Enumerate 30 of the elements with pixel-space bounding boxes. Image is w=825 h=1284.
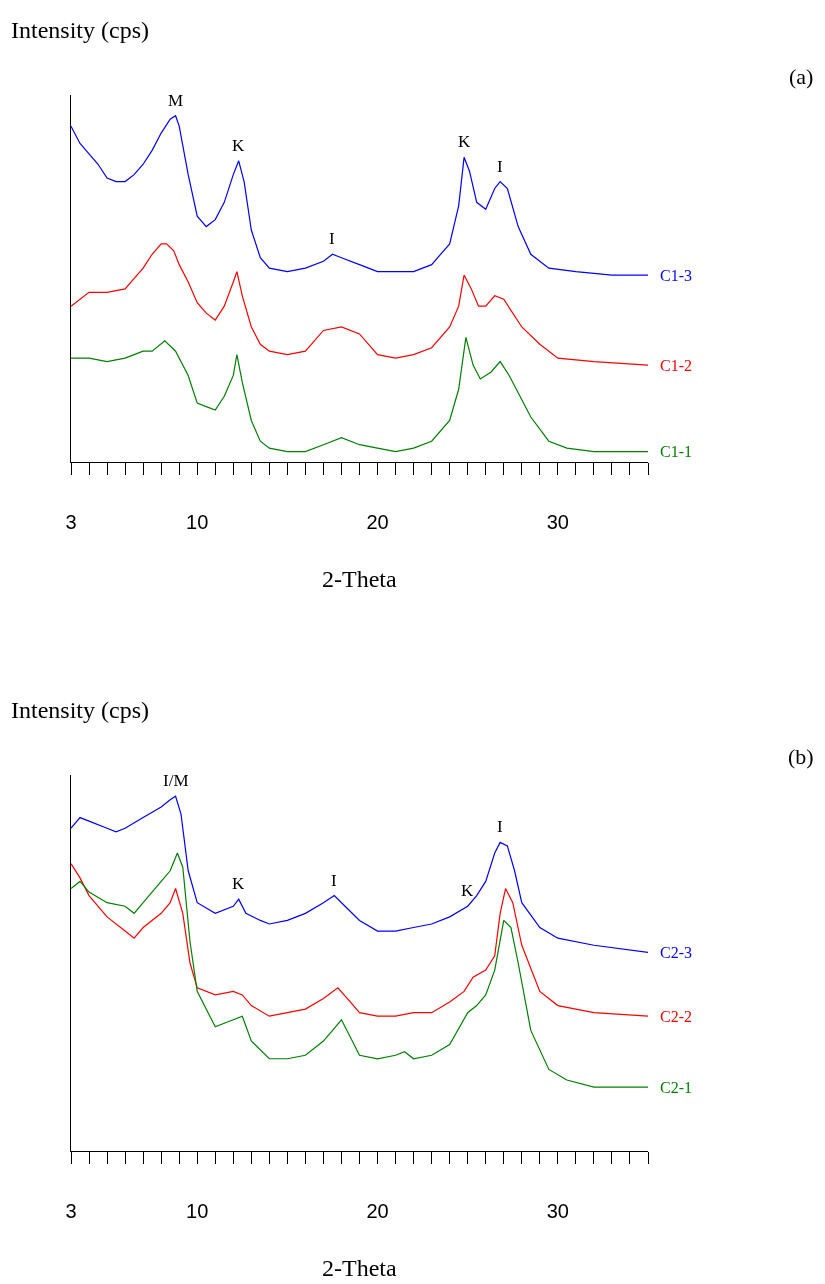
annotation: K bbox=[232, 874, 245, 893]
annotation: K bbox=[458, 132, 471, 151]
text: (b) bbox=[788, 744, 814, 769]
x-tick-label: 3 bbox=[65, 511, 77, 533]
y-axis-title: Intensity (cps) bbox=[11, 697, 149, 723]
x-tick-label: 3 bbox=[65, 1200, 77, 1222]
annotation: I bbox=[331, 871, 337, 890]
x-tick-label: 20 bbox=[366, 511, 389, 533]
x-tick-label: 30 bbox=[546, 1200, 569, 1222]
x-tick-label: 30 bbox=[546, 511, 569, 533]
x-tick-label: 10 bbox=[186, 511, 209, 533]
y-axis-title: Intensity (cps) bbox=[11, 17, 149, 43]
x-axis-title: 2-Theta bbox=[322, 566, 397, 592]
annotation: I/M bbox=[163, 771, 189, 790]
annotation: I bbox=[329, 229, 335, 248]
text: (a) bbox=[789, 64, 814, 89]
x-axis-title: 2-Theta bbox=[322, 1255, 397, 1281]
series-label: C2-1 bbox=[660, 1079, 692, 1096]
annotation: K bbox=[461, 881, 474, 900]
series-label: C1-3 bbox=[660, 267, 692, 284]
series-label: C2-2 bbox=[660, 1008, 692, 1025]
annotation: M bbox=[168, 91, 184, 110]
x-tick-label: 20 bbox=[366, 1200, 389, 1222]
series-label: C1-2 bbox=[660, 357, 692, 374]
annotation: K bbox=[232, 136, 245, 155]
series-label: C1-1 bbox=[660, 443, 692, 460]
annotation: I bbox=[497, 817, 503, 836]
annotation: I bbox=[497, 157, 503, 176]
series-label: C2-3 bbox=[660, 944, 692, 961]
x-tick-label: 10 bbox=[186, 1200, 209, 1222]
